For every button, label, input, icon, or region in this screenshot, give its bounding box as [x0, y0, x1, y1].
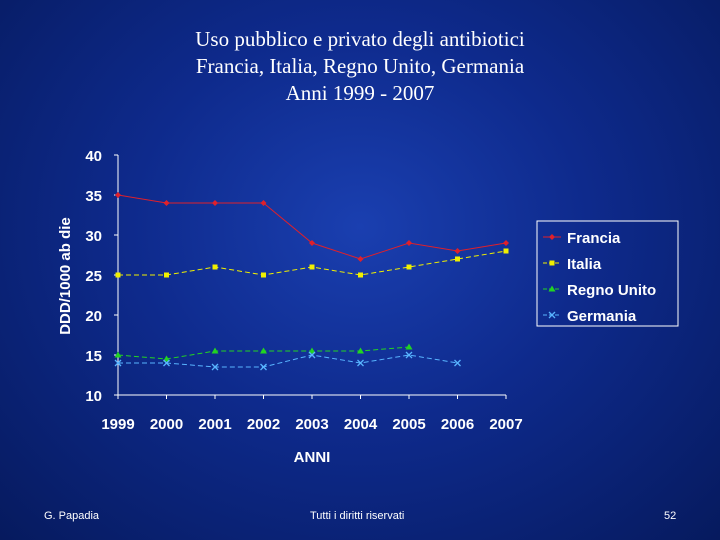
data-point-germania: [308, 351, 316, 359]
data-point-regno-unito: [114, 351, 122, 358]
x-tick-label: 2003: [295, 416, 328, 433]
title-line-2: Francia, Italia, Regno Unito, Germania: [195, 54, 525, 78]
x-tick-label: 2001: [198, 416, 231, 433]
y-axis-label: DDD/1000 ab die: [57, 217, 74, 335]
data-point-italia: [358, 272, 363, 278]
legend-label-germania: Germania: [567, 308, 637, 325]
legend-marker-francia: [549, 234, 555, 240]
data-point-francia: [260, 200, 267, 206]
data-point-regno-unito: [357, 347, 364, 354]
legend-box: [536, 220, 679, 327]
legend-label-francia: Francia: [567, 230, 621, 247]
data-point-regno-unito: [308, 347, 316, 354]
y-tick-label: 25: [85, 268, 102, 285]
data-point-italia: [164, 272, 169, 278]
data-point-francia: [212, 200, 218, 206]
footer-page-number: 52: [664, 510, 677, 522]
y-tick-label: 30: [85, 228, 102, 245]
y-tick-label: 20: [85, 308, 102, 325]
title-line-3: Anni 1999 - 2007: [285, 81, 435, 105]
data-point-francia: [357, 256, 364, 262]
x-tick-label: 2005: [392, 416, 425, 433]
title-line-1: Uso pubblico e privato degli antibiotici: [195, 27, 525, 51]
y-tick-label: 40: [85, 148, 102, 165]
data-point-francia: [503, 240, 509, 246]
legend-label-italia: Italia: [567, 256, 602, 273]
y-tick-label: 15: [85, 348, 102, 365]
data-point-italia: [406, 264, 412, 270]
data-point-regno-unito: [211, 347, 219, 354]
data-point-italia: [455, 256, 460, 262]
data-point-italia: [115, 272, 121, 278]
data-point-italia: [503, 248, 509, 254]
x-tick-label: 1999: [101, 416, 134, 433]
x-tick-label: 2000: [150, 416, 183, 433]
series-line-francia: [117, 194, 507, 260]
x-tick-label: 2006: [441, 416, 474, 433]
x-tick-label: 2004: [344, 416, 378, 433]
data-point-regno-unito: [405, 343, 413, 350]
data-point-francia: [454, 248, 461, 254]
legend-marker-italia: [549, 260, 555, 266]
data-point-regno-unito: [163, 355, 170, 362]
data-point-germania: [260, 363, 267, 371]
data-point-regno-unito: [260, 347, 267, 354]
data-point-francia: [163, 200, 170, 206]
data-point-germania: [357, 359, 364, 367]
y-tick-label: 35: [85, 188, 102, 205]
y-tick-label: 10: [85, 388, 102, 405]
data-point-francia: [309, 240, 315, 246]
slide-title: Uso pubblico e privato degli antibiotici…: [0, 26, 720, 107]
footer-author: G. Papadia: [44, 510, 100, 522]
legend-marker-regno-unito: [548, 285, 556, 292]
data-point-germania: [454, 359, 461, 367]
data-point-germania: [405, 351, 413, 359]
footer-copyright: Tutti i diritti riservati: [310, 510, 405, 522]
data-point-germania: [114, 359, 122, 367]
data-point-francia: [115, 192, 121, 198]
series-line-germania: [118, 354, 458, 368]
legend-marker-germania: [548, 311, 556, 319]
x-tick-label: 2007: [489, 416, 522, 433]
x-axis-label: ANNI: [294, 449, 331, 466]
x-tick-label: 2002: [247, 416, 280, 433]
data-point-germania: [211, 363, 219, 371]
data-point-francia: [406, 240, 412, 246]
data-point-italia: [261, 272, 266, 278]
data-point-italia: [212, 264, 218, 270]
data-point-italia: [309, 264, 315, 270]
series-line-italia: [118, 250, 507, 276]
legend-label-regno-unito: Regno Unito: [567, 282, 656, 299]
data-point-germania: [163, 359, 170, 367]
